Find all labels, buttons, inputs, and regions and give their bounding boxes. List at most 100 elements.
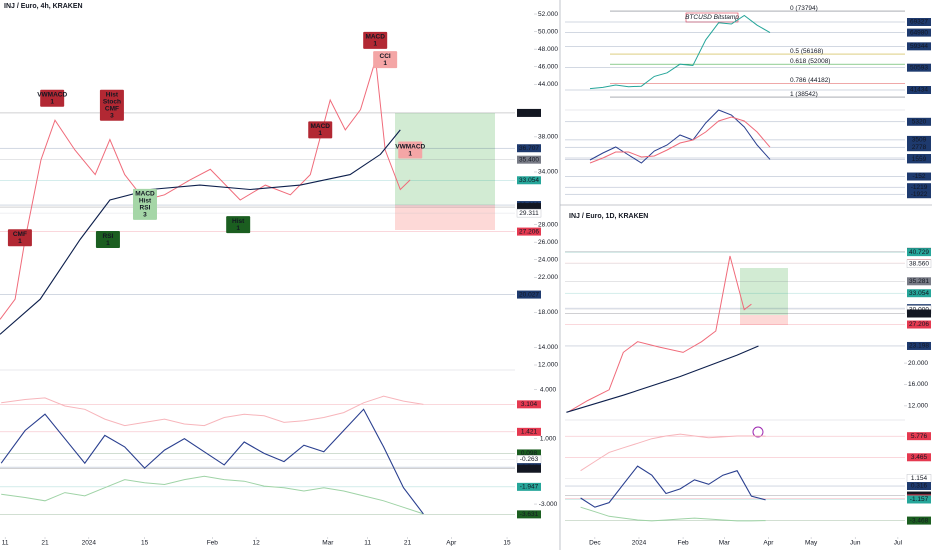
fib-label: 0.5 (56168) bbox=[790, 48, 823, 55]
signal-label: 1 bbox=[236, 225, 240, 232]
price-badge bbox=[517, 482, 541, 491]
x-tick-label: Apr bbox=[446, 540, 457, 547]
series-line bbox=[0, 408, 424, 515]
price-badge bbox=[907, 309, 931, 318]
series-line bbox=[566, 345, 759, 413]
position-loss bbox=[395, 205, 495, 230]
position-loss bbox=[740, 315, 788, 325]
series-line bbox=[589, 14, 771, 90]
signal-label: CMF bbox=[105, 106, 119, 113]
price-badge-label: -0.263 bbox=[520, 456, 539, 463]
x-tick-label: 11 bbox=[364, 540, 371, 547]
x-tick-label: 12 bbox=[252, 540, 260, 547]
x-tick-label: May bbox=[805, 540, 818, 547]
y-tick-label: 46.000 bbox=[538, 63, 558, 70]
y-tick-label: 34.000 bbox=[538, 169, 558, 176]
y-tick-label: 52.000 bbox=[538, 11, 558, 18]
price-badge-label: 29.264 bbox=[909, 310, 929, 317]
signal-label: 3 bbox=[110, 113, 114, 120]
price-badge bbox=[517, 203, 541, 212]
x-tick-label: Mar bbox=[719, 540, 731, 547]
price-badge bbox=[517, 464, 541, 473]
price-badge bbox=[907, 18, 931, 27]
x-tick-label: Apr bbox=[763, 540, 774, 547]
price-badge bbox=[907, 289, 931, 298]
price-badge bbox=[907, 341, 931, 350]
price-badge bbox=[907, 190, 931, 199]
fib-label: 0.618 (52008) bbox=[790, 58, 830, 65]
signal-label: 3 bbox=[143, 212, 147, 219]
signal-box bbox=[40, 89, 65, 107]
fib-label: 1 (38542) bbox=[790, 91, 818, 98]
price-badge-label: 0.316 bbox=[911, 483, 928, 490]
price-badge-label: 33.054 bbox=[519, 177, 539, 184]
signal-label: RSI bbox=[140, 205, 151, 212]
price-badge-label: 1559 bbox=[912, 156, 927, 163]
price-badge bbox=[907, 320, 931, 329]
signal-label: 1 bbox=[106, 240, 110, 247]
price-badge-label: 1.154 bbox=[911, 475, 928, 482]
signal-label: MACD bbox=[135, 191, 155, 198]
price-badge bbox=[907, 28, 931, 37]
signal-label: Hist bbox=[139, 198, 152, 205]
y-tick-label: 22.000 bbox=[538, 274, 558, 281]
signal-box bbox=[363, 31, 388, 49]
signal-label: CCI bbox=[380, 53, 391, 60]
price-badge bbox=[517, 155, 541, 164]
signal-box bbox=[7, 229, 32, 247]
series-line bbox=[589, 109, 771, 164]
price-badge bbox=[517, 449, 541, 458]
price-badge-label: 36.707 bbox=[519, 145, 539, 152]
signal-label: 1 bbox=[50, 98, 54, 105]
signal-label: RSI bbox=[103, 233, 114, 240]
signal-label: Hist bbox=[106, 92, 119, 99]
y-tick-label: 38.000 bbox=[538, 134, 558, 141]
price-badge-label: 27.206 bbox=[519, 228, 539, 235]
y-tick-label: 44.000 bbox=[538, 81, 558, 88]
price-badge bbox=[907, 117, 931, 126]
y-tick-label: 48.000 bbox=[538, 46, 558, 53]
price-badge-label: 40.729 bbox=[909, 249, 929, 256]
signal-box bbox=[226, 216, 251, 234]
series-line bbox=[1, 475, 424, 515]
price-badge bbox=[517, 227, 541, 236]
series-line bbox=[589, 116, 771, 164]
price-badge bbox=[907, 172, 931, 181]
y-tick-label: 28.000 bbox=[538, 221, 558, 228]
price-badge bbox=[907, 277, 931, 286]
price-badge-label: -0.838 bbox=[520, 465, 539, 472]
price-badge-label: -1.947 bbox=[520, 484, 539, 491]
price-badge-label: 0.098 bbox=[521, 450, 538, 457]
price-badge bbox=[907, 135, 931, 144]
event-icon bbox=[752, 426, 764, 438]
series-line bbox=[580, 433, 766, 472]
price-badge-label: 69327 bbox=[910, 19, 928, 26]
price-badge-label: 64980 bbox=[910, 29, 928, 36]
price-badge-label: 30.000 bbox=[519, 204, 539, 211]
position-profit bbox=[395, 113, 495, 205]
price-badge bbox=[907, 155, 931, 164]
price-badge bbox=[907, 42, 931, 51]
price-badge bbox=[517, 176, 541, 185]
signal-box bbox=[99, 89, 124, 121]
price-badge-label: 35.281 bbox=[909, 278, 929, 285]
y-tick-label: 26.000 bbox=[538, 239, 558, 246]
signal-box bbox=[95, 231, 120, 249]
y-tick-label: 4.000 bbox=[540, 386, 557, 393]
price-badge bbox=[907, 143, 931, 152]
chart-title: INJ / Euro, 1D, KRAKEN bbox=[569, 213, 648, 220]
x-tick-label: 2024 bbox=[632, 540, 647, 547]
price-badge bbox=[906, 259, 932, 268]
chart-title: INJ / Euro, 4h, KRAKEN bbox=[4, 3, 83, 10]
price-badge bbox=[907, 248, 931, 257]
price-badge bbox=[907, 86, 931, 95]
signal-label: 1 bbox=[373, 41, 377, 48]
price-badge bbox=[907, 432, 931, 441]
x-tick-label: 21 bbox=[404, 540, 412, 547]
price-badge-label: 59344 bbox=[910, 43, 928, 50]
signal-box bbox=[132, 188, 157, 220]
signal-label: CMF bbox=[13, 231, 27, 238]
price-badge-label: -152 bbox=[912, 173, 925, 180]
price-badge bbox=[907, 495, 931, 504]
